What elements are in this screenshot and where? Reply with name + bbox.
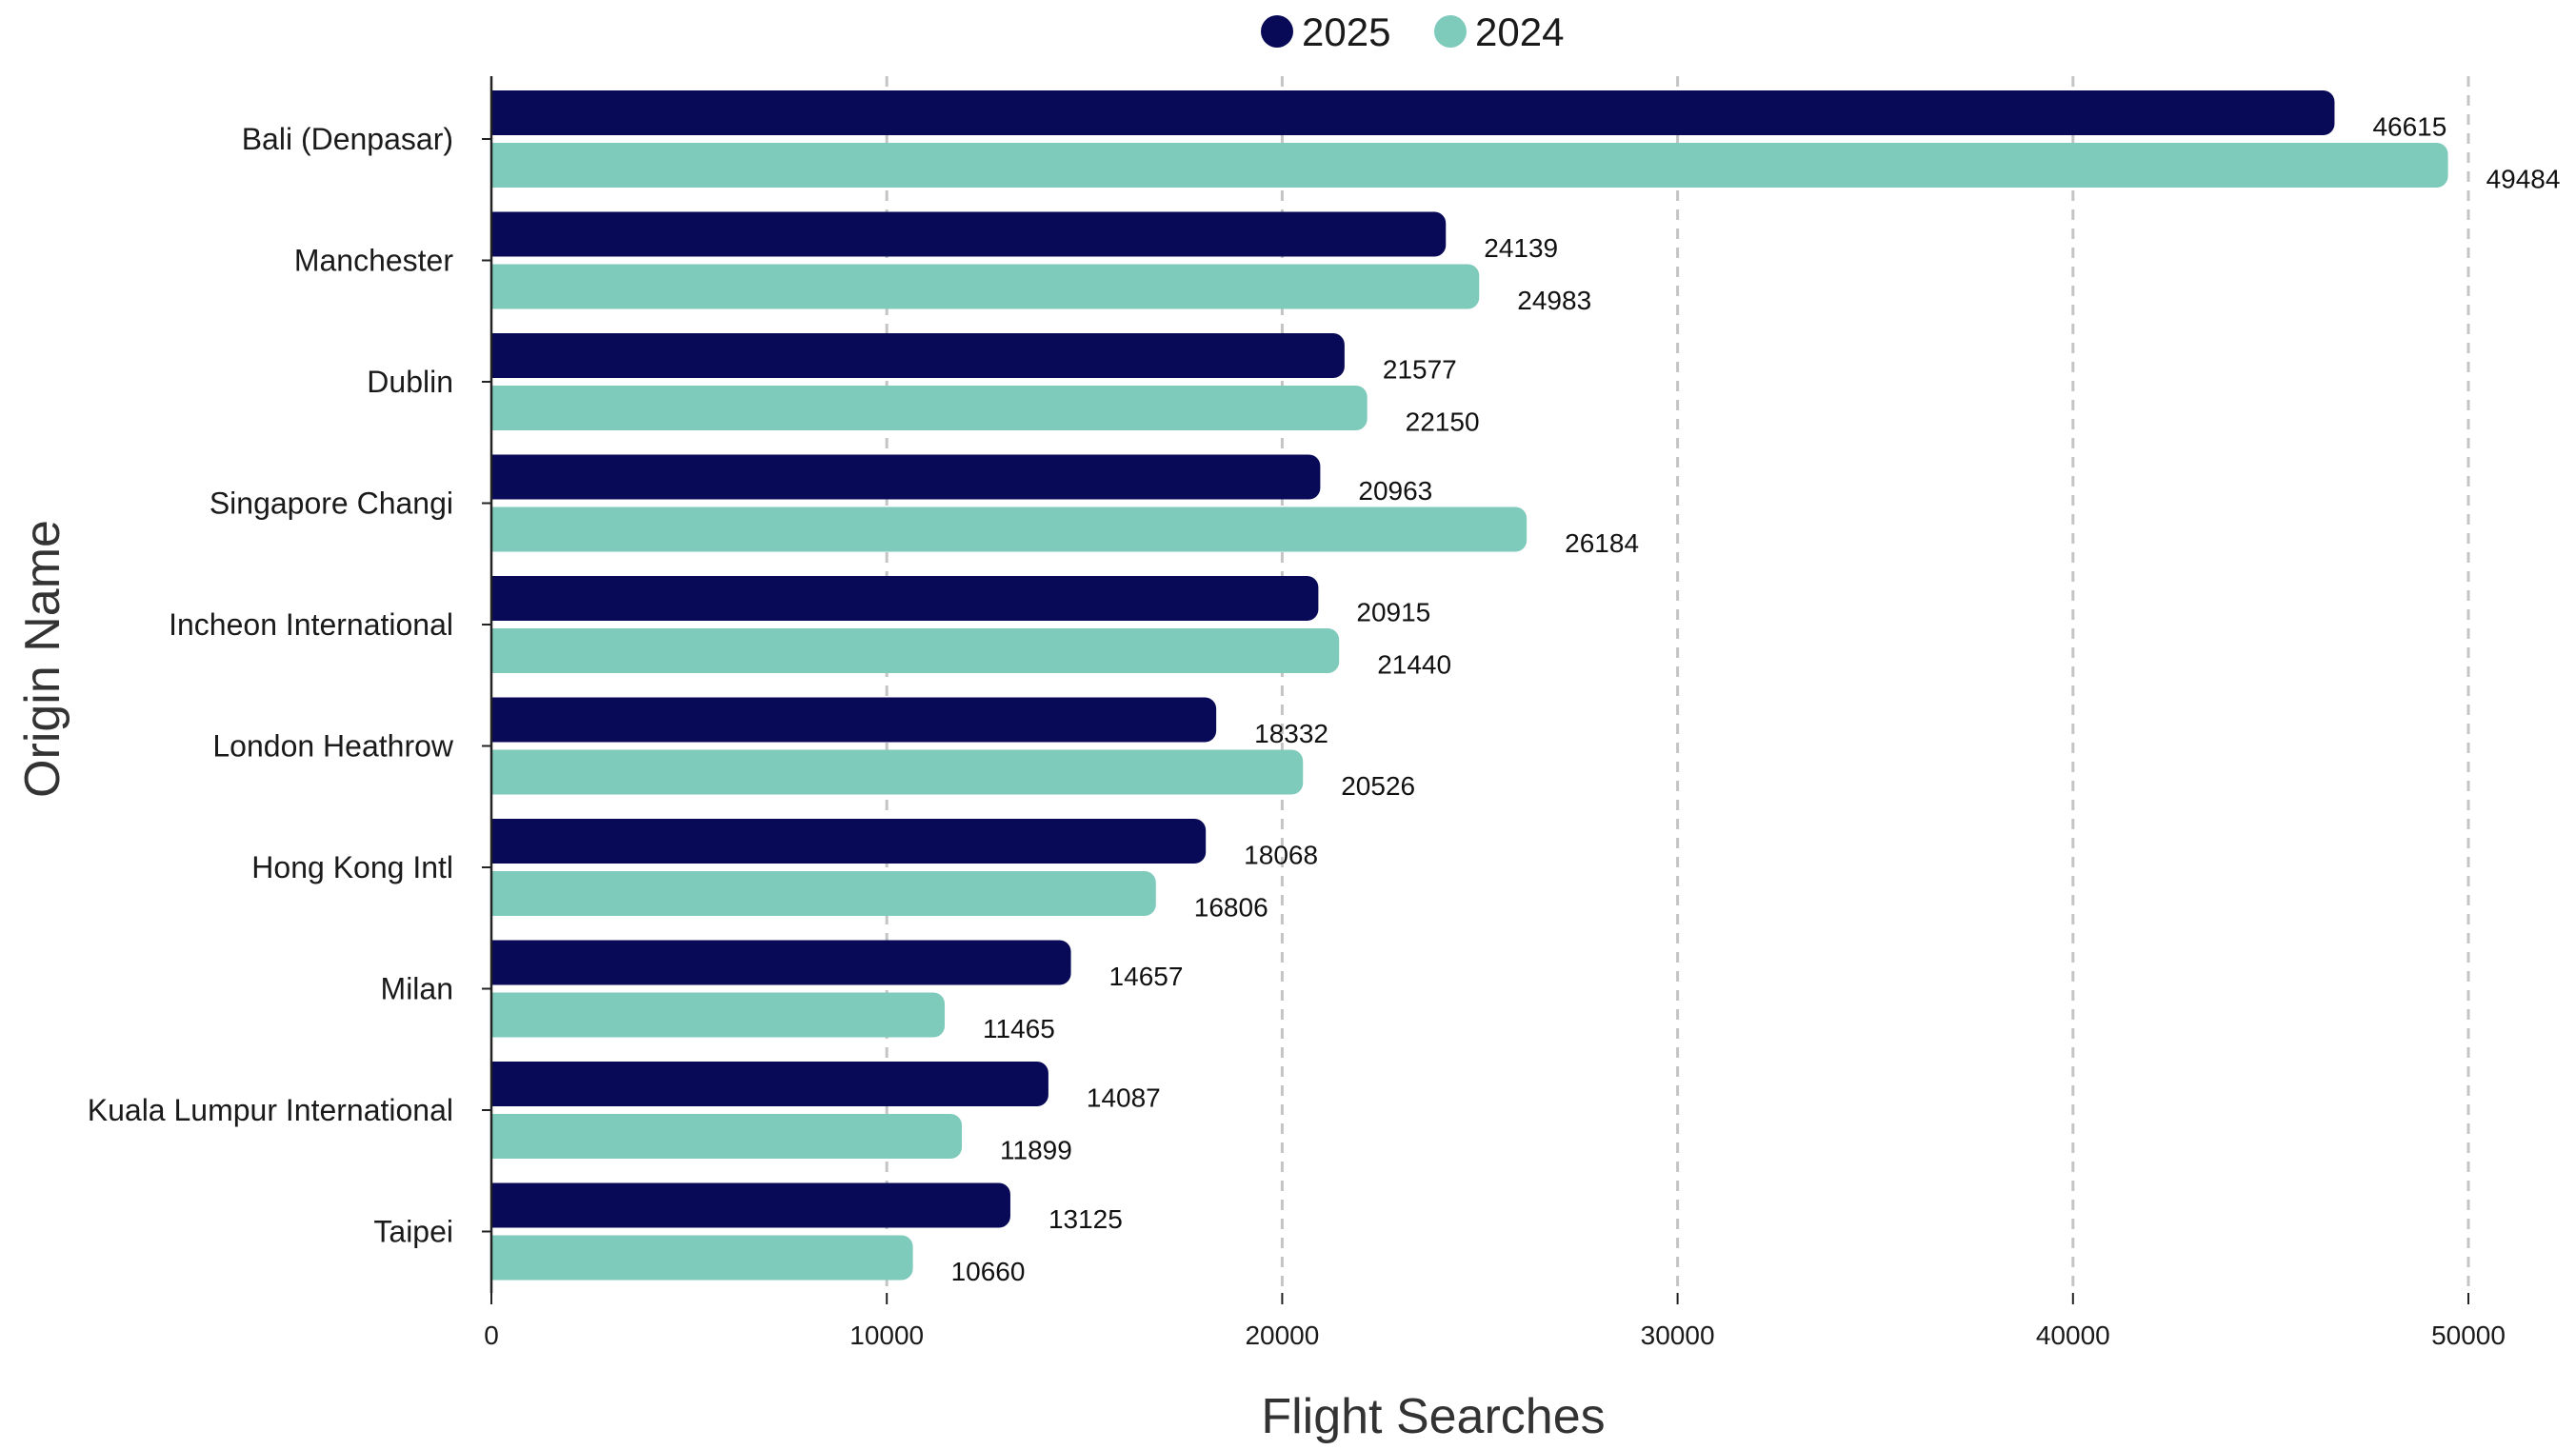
bar-2025-manchester [491, 211, 1447, 257]
y-tick-label-london-heathrow: London Heathrow [212, 729, 454, 764]
data-label-2024-taipei: 10660 [951, 1257, 1026, 1286]
data-label-2025-dublin: 21577 [1383, 355, 1457, 385]
data-labels: 46615 49484 24139 24983 21577 22150 20963 26184… [951, 112, 2561, 1287]
bar-2025-london-heathrow [491, 697, 1217, 743]
data-label-2025-incheon-international: 20915 [1356, 598, 1430, 627]
axes [482, 76, 2469, 1304]
x-tick-label: 50000 [2431, 1321, 2506, 1350]
data-label-2024-manchester: 24983 [1517, 286, 1591, 315]
x-tick-label: 30000 [1641, 1321, 1715, 1350]
legend-marker-2025 [1261, 15, 1293, 48]
x-axis-tick-labels: 0 10000 20000 30000 40000 50000 [484, 1321, 2506, 1350]
y-tick-label-milan: Milan [381, 972, 453, 1006]
data-label-2025-kuala-lumpur-international: 14087 [1087, 1083, 1161, 1113]
y-axis-title: Origin Name [15, 520, 70, 798]
bar-2024-kuala-lumpur-international [491, 1114, 963, 1159]
bars [491, 90, 2448, 1281]
bar-2024-milan [491, 992, 946, 1038]
legend-label-2024: 2024 [1475, 10, 1564, 54]
bar-2025-milan [491, 940, 1071, 985]
bar-2025-bali-denpasar [491, 90, 2335, 135]
data-label-2025-bali-denpasar: 46615 [2372, 112, 2446, 142]
bar-2025-dublin [491, 333, 1345, 378]
bar-2024-manchester [491, 264, 1480, 309]
y-tick-label-taipei: Taipei [373, 1215, 453, 1249]
x-tick-label: 0 [484, 1321, 499, 1350]
x-axis-title: Flight Searches [1261, 1389, 1605, 1444]
y-tick-label-kuala-lumpur-international: Kuala Lumpur International [88, 1093, 453, 1127]
data-label-2025-hong-kong-intl: 18068 [1244, 841, 1318, 870]
data-label-2024-dublin: 22150 [1406, 407, 1480, 437]
data-label-2025-london-heathrow: 18332 [1254, 719, 1328, 748]
data-label-2024-hong-kong-intl: 16806 [1194, 893, 1268, 923]
bar-2024-dublin [491, 386, 1368, 430]
data-label-2025-singapore-changi: 20963 [1358, 476, 1432, 506]
data-label-2025-manchester: 24139 [1484, 233, 1558, 263]
y-axis-tick-labels: Bali (Denpasar) Manchester Dublin Singapore… [88, 122, 454, 1249]
data-label-2024-kuala-lumpur-international: 11899 [1000, 1136, 1072, 1165]
data-label-2024-incheon-international: 21440 [1377, 650, 1451, 680]
legend-marker-2024 [1434, 15, 1467, 48]
y-tick-label-bali-denpasar: Bali (Denpasar) [242, 122, 453, 156]
y-tick-label-singapore-changi: Singapore Changi [210, 487, 453, 521]
y-tick-label-hong-kong-intl: Hong Kong Intl [251, 850, 453, 884]
bar-2025-taipei [491, 1182, 1010, 1228]
bar-2024-incheon-international [491, 628, 1340, 673]
data-label-2024-bali-denpasar: 49484 [2486, 165, 2561, 194]
data-label-2024-singapore-changi: 26184 [1565, 528, 1639, 558]
x-tick-label: 20000 [1245, 1321, 1319, 1350]
bar-2025-singapore-changi [491, 454, 1321, 500]
data-label-2024-london-heathrow: 20526 [1341, 771, 1415, 801]
bar-2024-hong-kong-intl [491, 871, 1156, 916]
bar-2024-taipei [491, 1235, 913, 1281]
legend-label-2025: 2025 [1302, 10, 1390, 54]
bar-2025-hong-kong-intl [491, 819, 1207, 864]
bar-2025-incheon-international [491, 576, 1319, 621]
y-tick-label-dublin: Dublin [367, 365, 453, 399]
x-tick-label: 40000 [2036, 1321, 2110, 1350]
legend: 2025 2024 [1261, 10, 1564, 54]
bar-2024-london-heathrow [491, 749, 1304, 795]
bar-2024-bali-denpasar [491, 143, 2448, 188]
data-label-2025-taipei: 13125 [1048, 1204, 1123, 1234]
x-tick-label: 10000 [849, 1321, 924, 1350]
data-label-2025-milan: 14657 [1109, 962, 1184, 991]
y-tick-label-incheon-international: Incheon International [169, 607, 453, 642]
data-label-2024-milan: 11465 [983, 1014, 1055, 1043]
bar-2024-singapore-changi [491, 507, 1528, 552]
bar-2025-kuala-lumpur-international [491, 1062, 1048, 1106]
y-tick-label-manchester: Manchester [294, 244, 454, 278]
